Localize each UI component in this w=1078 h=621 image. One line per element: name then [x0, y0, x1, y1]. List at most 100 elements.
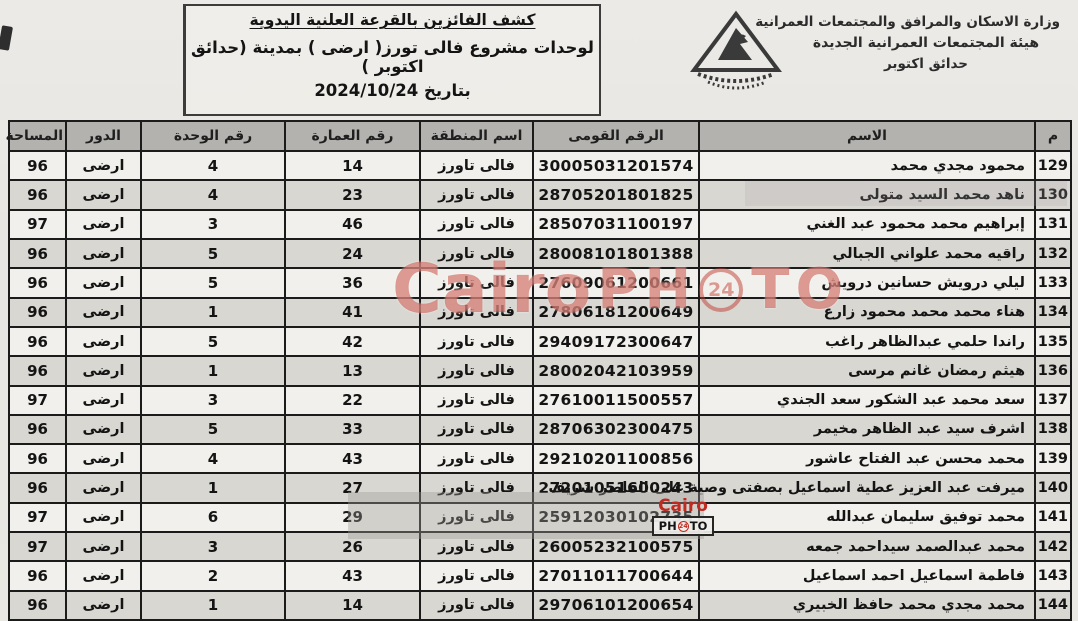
cell-name: محمد توفيق سليمان عبدالله: [698, 501, 1036, 534]
cell-unit-no: 3: [140, 384, 286, 416]
cell-unit-no: 3: [140, 531, 286, 563]
table-row: 134 هناء محمد محمد محمود زارع 2780618120…: [8, 296, 1072, 328]
cell-district: فالى تاورز: [419, 560, 534, 592]
cell-area: 96: [8, 296, 67, 328]
cell-national-id: 27201051600243: [532, 472, 700, 504]
cell-serial: 131: [1034, 208, 1072, 240]
column-header-building-no: رقم العمارة: [284, 120, 421, 152]
cell-name: هناء محمد محمد محمود زارع: [698, 296, 1036, 328]
cell-building-no: 33: [284, 413, 421, 446]
winners-table-header: م الاسم الرقم القومى اسم المنطقة رقم الع…: [5, 120, 1072, 152]
cell-floor: ارضى: [65, 413, 142, 446]
cell-district: فالى تاورز: [419, 501, 534, 534]
cell-floor: ارضى: [65, 179, 142, 211]
cell-floor: ارضى: [65, 325, 142, 358]
cell-building-no: 27: [284, 472, 421, 504]
cell-floor: ارضى: [65, 237, 142, 270]
cell-district: فالى تاورز: [419, 179, 534, 211]
cell-unit-no: 4: [140, 443, 286, 475]
cell-name: محمود مجدي محمد: [698, 149, 1036, 182]
cell-floor: ارضى: [65, 384, 142, 416]
document-subtitle: لوحدات مشروع فالى تورز( ارضى ) بمدينة (ح…: [191, 38, 594, 76]
cell-serial: 142: [1034, 531, 1072, 563]
cell-area: 96: [8, 325, 67, 358]
authority-logo-icon: [688, 8, 784, 100]
cell-district: فالى تاورز: [419, 267, 534, 299]
column-header-area: المساحة: [5, 120, 67, 152]
cell-unit-no: 5: [140, 413, 286, 446]
cell-floor: ارضى: [65, 296, 142, 328]
cell-area: 97: [8, 531, 67, 563]
cell-district: فالى تاورز: [419, 208, 534, 240]
table-row: 135 راندا حلمي عبدالظاهر راغب 2940917230…: [8, 325, 1072, 358]
agency-line-authority: هيئة المجتمعات العمرانية الجديدة: [812, 35, 1040, 51]
cell-name: ليلي درويش حسانين درويش: [698, 267, 1036, 299]
table-row: 132 راقيه محمد علواني الجبالي 2800810180…: [8, 237, 1072, 270]
cell-district: فالى تاورز: [419, 325, 534, 358]
cell-building-no: 23: [284, 179, 421, 211]
cell-area: 96: [8, 237, 67, 270]
agency-line-ministry: وزارة الاسكان والمرافق والمجتمعات العمرا…: [755, 14, 1060, 30]
cell-serial: 143: [1034, 560, 1072, 592]
watermark-cairo-photo-small: Cairo PH 24 TO: [652, 497, 714, 536]
cell-district: فالى تاورز: [419, 355, 534, 387]
cell-building-no: 24: [284, 237, 421, 270]
table-row: 133 ليلي درويش حسانين درويش 276090612006…: [8, 267, 1072, 299]
cell-serial: 144: [1034, 589, 1072, 621]
table-row: 144 محمد مجدي محمد حافظ الخبيري 29706101…: [8, 589, 1072, 621]
cell-building-no: 29: [284, 501, 421, 534]
table-row: 131 إبراهيم محمد محمود عبد الغني 2850703…: [8, 208, 1072, 240]
cell-building-no: 36: [284, 267, 421, 299]
cell-floor: ارضى: [65, 531, 142, 563]
cell-national-id: 28706302300475: [532, 413, 700, 446]
cell-national-id: 27609061200661: [532, 267, 700, 299]
table-row: 137 سعد محمد عبد الشكور سعد الجندي 27610…: [8, 384, 1072, 416]
cell-building-no: 43: [284, 560, 421, 592]
cell-national-id: 28002042103959: [532, 355, 700, 387]
table-row: 142 محمد عبدالصمد سيداحمد جمعه 260052321…: [8, 531, 1072, 563]
table-row: 129 محمود مجدي محمد 30005031201574 فالى …: [8, 149, 1072, 182]
cell-national-id: 28507031100197: [532, 208, 700, 240]
cell-serial: 140: [1034, 472, 1072, 504]
cell-unit-no: 1: [140, 589, 286, 621]
cell-building-no: 26: [284, 531, 421, 563]
cell-area: 96: [8, 413, 67, 446]
cell-serial: 130: [1034, 179, 1072, 211]
cell-serial: 135: [1034, 325, 1072, 358]
watermark-small-brand-text: Cairo: [658, 496, 708, 516]
document-date: بتاريخ 2024/10/24: [314, 81, 471, 100]
column-header-name: الاسم: [698, 120, 1036, 152]
cell-area: 96: [8, 443, 67, 475]
cell-building-no: 13: [284, 355, 421, 387]
cell-serial: 138: [1034, 413, 1072, 446]
scan-smudge: [745, 181, 1067, 206]
cell-unit-no: 5: [140, 267, 286, 299]
document-title-box: كشف الفائزين بالقرعة العلنية اليدوية لوح…: [183, 4, 601, 116]
cell-national-id: 29409172300647: [532, 325, 700, 358]
cell-area: 97: [8, 501, 67, 534]
cell-district: فالى تاورز: [419, 296, 534, 328]
column-header-district: اسم المنطقة: [419, 120, 534, 152]
table-row: 141 محمد توفيق سليمان عبدالله 2591203010…: [8, 501, 1072, 534]
table-row: 143 فاطمة اسماعيل احمد اسماعيل 270110117…: [8, 560, 1072, 592]
cell-building-no: 14: [284, 589, 421, 621]
cell-name: محمد عبدالصمد سيداحمد جمعه: [698, 531, 1036, 563]
cell-district: فالى تاورز: [419, 149, 534, 182]
agency-line-city: حدائق اكتوبر: [883, 56, 968, 72]
cell-district: فالى تاورز: [419, 443, 534, 475]
column-header-floor: الدور: [65, 120, 142, 152]
cell-unit-no: 3: [140, 208, 286, 240]
cell-district: فالى تاورز: [419, 589, 534, 621]
cell-unit-no: 1: [140, 355, 286, 387]
cell-district: فالى تاورز: [419, 237, 534, 270]
cell-building-no: 43: [284, 443, 421, 475]
cell-name: اشرف سيد عبد الظاهر مخيمر: [698, 413, 1036, 446]
agency-text: وزارة الاسكان والمرافق والمجتمعات العمرا…: [755, 8, 1060, 72]
cell-serial: 141: [1034, 501, 1072, 534]
scan-smudge-band: [348, 492, 704, 539]
cell-building-no: 46: [284, 208, 421, 240]
cell-floor: ارضى: [65, 267, 142, 299]
cell-floor: ارضى: [65, 589, 142, 621]
cell-serial: 133: [1034, 267, 1072, 299]
